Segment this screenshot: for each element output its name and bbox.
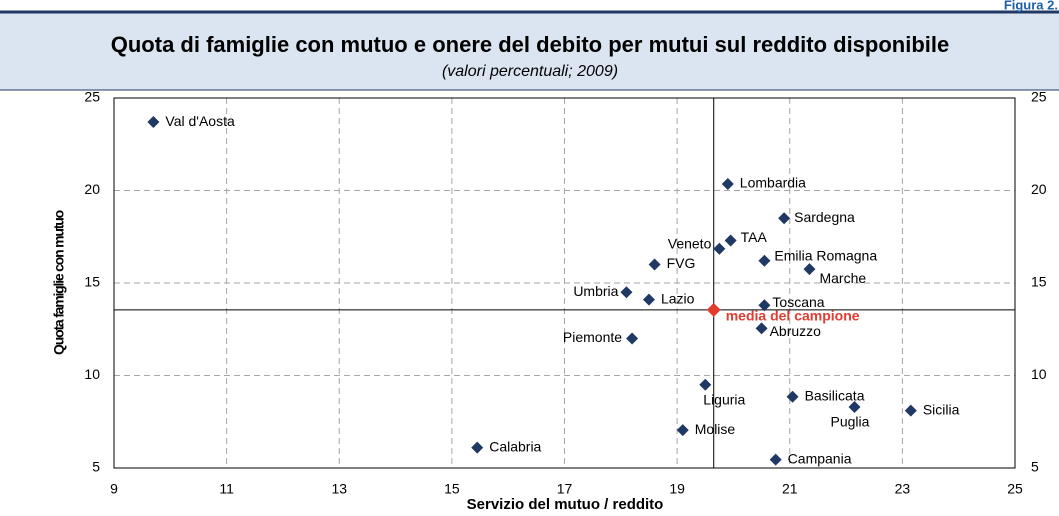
y2-tick-label: 15 — [1031, 274, 1047, 290]
point-label: Liguria — [703, 391, 745, 407]
point-label: Sardegna — [794, 209, 855, 225]
y-tick-label: 15 — [84, 274, 100, 290]
point — [147, 116, 160, 129]
header-band — [0, 12, 1059, 90]
point — [642, 293, 655, 306]
point — [758, 299, 771, 312]
point-label: Lombardia — [740, 175, 806, 191]
x-axis-label: Servizio del mutuo / reddito — [467, 496, 664, 513]
x-tick-label: 13 — [331, 481, 347, 497]
point-label: Emilia Romagna — [774, 248, 877, 264]
point-label: Lazio — [661, 290, 695, 306]
point-label: Marche — [819, 270, 866, 286]
plot-frame — [113, 97, 1016, 469]
x-tick-label: 11 — [219, 481, 234, 497]
point — [721, 178, 734, 191]
point-label: Puglia — [831, 414, 870, 430]
x-tick-label: 25 — [1007, 481, 1023, 497]
point-label: Abruzzo — [770, 323, 822, 339]
chart-title: Quota di famiglie con mutuo e onere del … — [111, 32, 950, 57]
y2-tick-label: 5 — [1031, 459, 1039, 475]
y-tick-label: 10 — [84, 366, 100, 382]
y2-tick-label: 10 — [1031, 366, 1047, 382]
chart-subtitle: (valori percentuali; 2009) — [442, 63, 618, 80]
point-label: Veneto — [668, 235, 712, 251]
point-label: Sicilia — [923, 401, 960, 417]
point-label: Campania — [788, 450, 852, 466]
x-tick-label: 15 — [444, 481, 460, 497]
point — [471, 441, 484, 454]
point-label: FVG — [667, 255, 696, 271]
reference-label: media del campione — [726, 308, 860, 324]
x-tick-label: 21 — [782, 481, 798, 497]
point-label: TAA — [741, 229, 768, 245]
point-label: Toscana — [772, 294, 824, 310]
point — [803, 263, 816, 276]
x-tick-label: 19 — [669, 481, 685, 497]
point — [848, 400, 861, 413]
y-tick-label: 5 — [92, 459, 100, 475]
point — [755, 322, 768, 335]
x-tick-label: 23 — [895, 481, 911, 497]
y-tick-label: 20 — [84, 181, 100, 197]
point — [769, 453, 782, 466]
point — [904, 404, 917, 417]
x-tick-label: 9 — [110, 481, 118, 497]
point — [676, 424, 689, 437]
y-axis-label: Quota famiglie con mutuo — [51, 210, 67, 355]
point — [626, 332, 639, 345]
y-tick-label: 25 — [84, 89, 100, 105]
y2-tick-label: 25 — [1031, 89, 1047, 105]
point — [620, 286, 633, 299]
x-tick-label: 17 — [557, 481, 573, 497]
point — [758, 254, 771, 267]
point — [648, 258, 661, 271]
point-label: Basilicata — [805, 387, 865, 403]
point-label: Val d'Aosta — [165, 113, 235, 129]
point — [778, 212, 791, 225]
point-label: Piemonte — [563, 329, 622, 345]
point — [786, 390, 799, 403]
figure-label: Figura 2. — [1004, 0, 1058, 12]
point-label: Molise — [695, 421, 736, 437]
point — [699, 378, 712, 391]
reference-point — [706, 302, 721, 317]
point — [713, 242, 726, 255]
point — [724, 234, 737, 247]
point-label: Umbria — [573, 283, 618, 299]
y2-tick-label: 20 — [1031, 181, 1047, 197]
point-label: Calabria — [489, 438, 541, 454]
